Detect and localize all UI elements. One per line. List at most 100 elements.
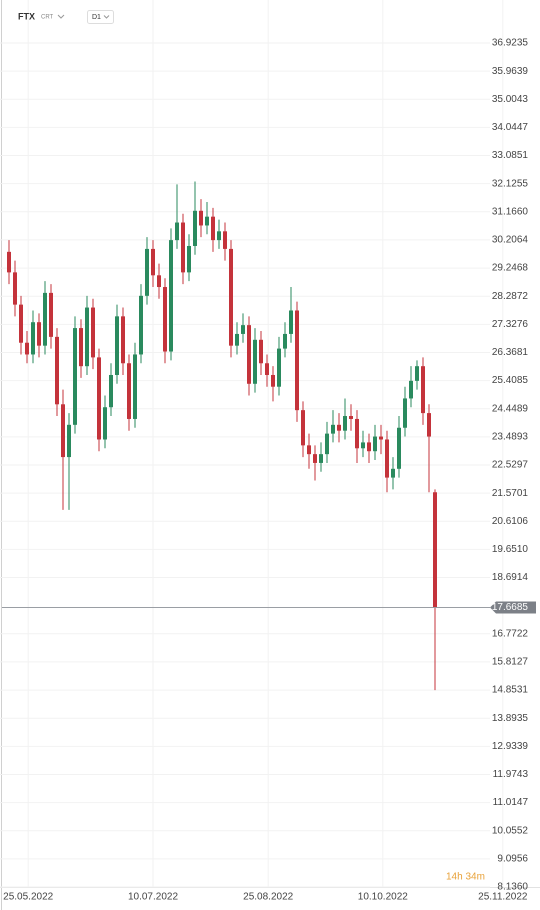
candle-body [409,380,413,399]
candle-body [121,316,125,364]
current-price-label: 17.6685 [492,602,529,613]
candle-body [325,433,329,455]
candle-body [355,418,359,449]
candle-body [361,442,365,449]
candle-body [235,333,239,346]
candle-body [127,363,131,419]
y-tick-label: 12.9339 [492,741,529,752]
candle-body [37,322,41,346]
candle-body [157,275,161,288]
candle-body [31,322,35,355]
y-tick-label: 27.3276 [492,319,529,330]
y-tick-label: 34.0447 [492,122,529,133]
y-tick-label: 11.9743 [493,769,529,780]
x-tick-label: 25.08.2022 [243,892,293,903]
candle-body [289,310,293,334]
candle-body [415,366,419,381]
candle-body [211,216,215,241]
candle-body [13,272,17,305]
symbol-subtitle: CRT [41,15,54,21]
candle-body [19,304,23,343]
countdown: 14h 34m [446,872,485,883]
y-tick-label: 30.2064 [492,235,529,246]
candle-body [295,310,299,411]
candle-body [133,354,137,419]
candle-body [139,295,143,355]
y-tick-label: 28.2872 [492,291,529,302]
candle-body [283,333,287,349]
y-tick-label: 8.1360 [497,882,528,893]
candle-body [337,424,341,431]
candle-body [253,339,257,384]
candle-body [331,424,335,434]
candle-body [379,436,383,440]
candle-body [49,292,53,337]
candle-body [43,292,47,346]
y-tick-label: 18.6914 [492,572,529,583]
grid [0,0,504,888]
candle-body [403,398,407,428]
y-tick-label: 32.1255 [492,178,529,189]
x-tick-label: 25.05.2022 [3,892,53,903]
current-price-tag [490,601,536,614]
y-tick-label: 26.3681 [492,347,529,358]
labels: 36.9235 35.9639 35.0043 34.0447 33.0851 32.12… [2,38,536,903]
candle-body [223,231,227,249]
candle-body [277,348,281,387]
y-tick-label: 29.2468 [492,263,529,274]
y-tick-label: 15.8127 [492,657,529,668]
candle-body [109,374,113,408]
y-tick-label: 11.0147 [493,797,529,808]
candle-body [421,366,425,414]
candle-body [259,339,263,364]
timeframe[interactable]: D1 [92,14,101,21]
y-tick-label: 13.8935 [492,713,529,724]
candle-body [115,316,119,375]
candles [7,181,437,691]
timeframe-dropdown[interactable] [103,15,110,19]
candle-body [229,248,233,346]
y-tick-label: 36.9235 [492,38,529,49]
candle-body [241,325,245,334]
candle-body [373,436,377,452]
y-tick-label: 33.0851 [492,150,529,161]
candle-body [271,374,275,387]
symbol[interactable]: FTX [18,11,35,21]
candle-body [433,492,437,608]
candle-body [61,404,65,458]
candle-body [343,416,347,431]
candle-body [55,336,59,405]
candle-body [175,222,179,241]
candle-body [385,439,389,478]
candle-body [163,287,167,352]
candle-body [217,231,221,241]
y-tick-label: 10.0552 [492,825,529,836]
y-tick-label: 16.7722 [492,628,529,639]
candle-body [7,251,11,273]
y-tick-label: 19.6510 [492,544,529,555]
candle-body [67,424,71,458]
candle-body [367,442,371,452]
timeframe-box[interactable] [87,10,114,24]
candle-body [85,307,89,367]
candle-body [265,363,269,375]
candle-body [391,468,395,478]
y-tick-label: 9.0956 [497,854,528,865]
candle-body [349,416,353,419]
x-tick-label: 10.10.2022 [358,892,408,903]
y-tick-label: 14.8531 [492,685,529,696]
candle-body [427,413,431,437]
symbol-dropdown[interactable] [57,14,65,19]
candle-body [73,328,77,425]
candle-body [319,454,323,463]
candle-body [169,240,173,352]
candle-body [199,210,203,226]
candle-body [97,357,101,440]
candle-body [181,222,185,273]
candle-body [205,216,209,226]
candle-body [307,445,311,455]
y-tick-label: 25.4085 [492,375,529,386]
